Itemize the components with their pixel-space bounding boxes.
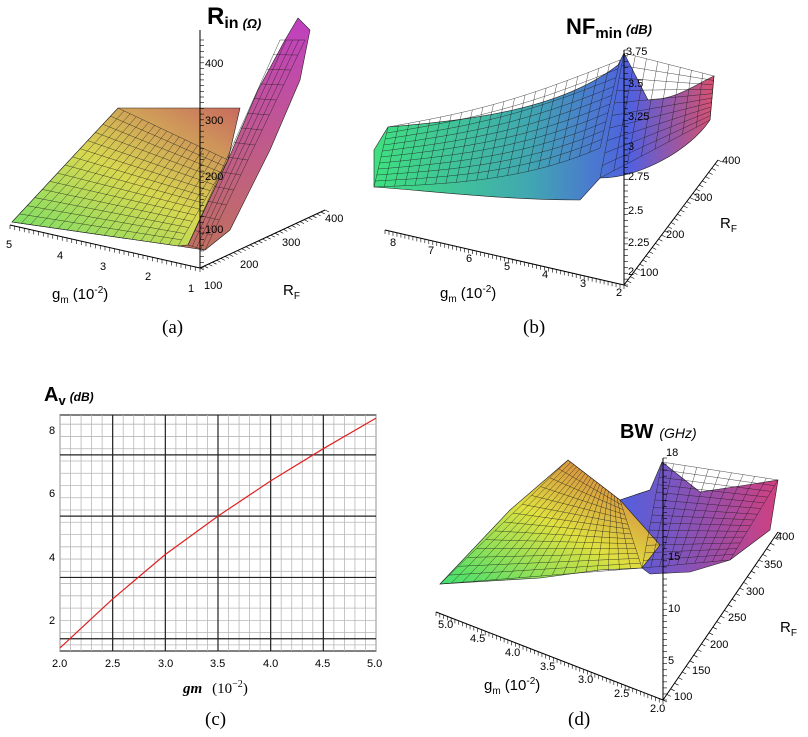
a-y-tick-0: 100 bbox=[204, 280, 222, 292]
panel-d-title: BW (GHz) bbox=[620, 421, 697, 443]
d-y-tick-0: 100 bbox=[674, 691, 692, 703]
panel-a-surface bbox=[11, 17, 311, 251]
c-x-axis-label: gm (10−2) bbox=[182, 679, 248, 697]
d-y-tick-6: 400 bbox=[776, 531, 794, 543]
a-x-tick-3: 2 bbox=[145, 271, 151, 283]
b-x-tick-2: 6 bbox=[466, 253, 472, 265]
panel-b-title: NFmin (dB) bbox=[566, 14, 652, 42]
panel-d-surface bbox=[439, 459, 779, 585]
c-x-tick-3: 3.5 bbox=[210, 658, 225, 670]
a-x-tick-0: 5 bbox=[6, 239, 12, 251]
d-y-tick-4: 300 bbox=[746, 586, 764, 598]
panel-d: BW (GHz) 18 15 10 5 5.0 4.5 4.0 3.5 3.0 2… bbox=[435, 421, 797, 730]
d-x-tick-1: 4.5 bbox=[470, 633, 485, 645]
c-x-tick-1: 2.5 bbox=[105, 658, 120, 670]
a-x-tick-2: 3 bbox=[100, 261, 106, 273]
c-x-tick-2: 3.0 bbox=[158, 658, 173, 670]
d-y-axis-label: RF bbox=[780, 619, 797, 639]
panel-a-title: Rin (Ω) bbox=[207, 3, 261, 32]
a-z-tick-0: 400 bbox=[205, 58, 223, 70]
a-x-axis-label: gm (10-2) bbox=[52, 285, 108, 306]
panel-b-surface bbox=[373, 52, 715, 201]
panel-a: Rin (Ω) 400 300 200 100 5 4 3 2 1 100 200… bbox=[6, 3, 343, 338]
c-caption: (c) bbox=[205, 709, 226, 730]
b-z-tick-4: 3 bbox=[628, 141, 634, 153]
d-x-axis-label: gm (10-2) bbox=[484, 676, 540, 697]
d-z-tick-1: 10 bbox=[668, 603, 680, 615]
b-z-tick-0: 2 bbox=[628, 266, 634, 278]
d-caption: (d) bbox=[568, 709, 590, 730]
d-x-tick-2: 4.0 bbox=[505, 647, 520, 659]
a-y-tick-2: 300 bbox=[282, 237, 300, 249]
b-x-tick-4: 4 bbox=[542, 269, 548, 281]
b-x-tick-1: 7 bbox=[428, 245, 434, 257]
b-x-axis-label: gm (10-2) bbox=[440, 284, 496, 305]
d-y-tick-3: 250 bbox=[728, 612, 746, 624]
a-z-tick-3: 100 bbox=[205, 224, 223, 236]
panel-c-title: Av (dB) bbox=[44, 384, 94, 408]
a-z-tick-2: 200 bbox=[205, 171, 223, 183]
d-x-tick-0: 5.0 bbox=[438, 619, 453, 631]
b-x-tick-5: 3 bbox=[580, 278, 586, 290]
d-x-tick-3: 3.5 bbox=[540, 661, 555, 673]
c-x-tick-0: 2.0 bbox=[52, 658, 67, 670]
b-z-tick-5: 3.25 bbox=[628, 111, 649, 123]
b-z-tick-1: 2.25 bbox=[628, 237, 649, 249]
d-z-tick-0: 5 bbox=[668, 655, 674, 667]
b-x-tick-6: 2 bbox=[616, 287, 622, 299]
b-x-tick-0: 8 bbox=[390, 237, 396, 249]
b-y-tick-0: 100 bbox=[640, 267, 658, 279]
a-z-tick-1: 300 bbox=[205, 115, 223, 127]
d-x-tick-5: 2.5 bbox=[614, 688, 629, 700]
d-z-tick-3: 18 bbox=[666, 447, 678, 459]
c-y-tick-3: 8 bbox=[49, 425, 55, 437]
b-z-tick-2: 2.5 bbox=[628, 205, 643, 217]
b-caption: (b) bbox=[523, 317, 545, 338]
c-y-tick-2: 6 bbox=[49, 488, 55, 500]
c-grid bbox=[59, 415, 377, 651]
a-y-tick-3: 400 bbox=[325, 213, 343, 225]
b-z-tick-3: 2.75 bbox=[628, 171, 649, 183]
d-y-tick-2: 200 bbox=[710, 639, 728, 651]
a-y-axis-label: RF bbox=[283, 282, 300, 302]
b-y-tick-3: 400 bbox=[722, 155, 740, 167]
c-y-tick-0: 2 bbox=[49, 615, 55, 627]
b-y-axis-label: RF bbox=[720, 215, 737, 235]
d-z-tick-2: 15 bbox=[668, 551, 680, 563]
c-y-tick-1: 4 bbox=[49, 552, 55, 564]
b-y-tick-2: 300 bbox=[694, 192, 712, 204]
d-x-tick-6: 2.0 bbox=[650, 703, 665, 715]
d-y-tick-5: 350 bbox=[764, 559, 782, 571]
d-x-tick-4: 3.0 bbox=[578, 674, 593, 686]
c-x-tick-6: 5.0 bbox=[367, 658, 382, 670]
b-y-tick-1: 200 bbox=[666, 229, 684, 241]
panel-b: NFmin (dB) 3.75 3.5 3.25 3 2.75 2.5 2.25 … bbox=[373, 14, 740, 338]
c-series-line bbox=[59, 417, 377, 649]
a-y-tick-1: 200 bbox=[240, 259, 258, 271]
b-x-tick-3: 5 bbox=[504, 261, 510, 273]
b-z-tick-7: 3.75 bbox=[626, 46, 647, 58]
d-y-tick-1: 150 bbox=[692, 665, 710, 677]
c-x-tick-4: 4.0 bbox=[263, 658, 278, 670]
c-x-tick-5: 4.5 bbox=[315, 658, 330, 670]
panel-c: Av (dB) 8 6 4 2 2.0 2.5 3.0 3.5 4.0 4.5 5… bbox=[44, 384, 382, 730]
a-x-tick-1: 4 bbox=[57, 250, 63, 262]
a-x-tick-4: 1 bbox=[188, 283, 194, 295]
a-caption: (a) bbox=[162, 317, 183, 338]
b-z-tick-6: 3.5 bbox=[628, 78, 643, 90]
